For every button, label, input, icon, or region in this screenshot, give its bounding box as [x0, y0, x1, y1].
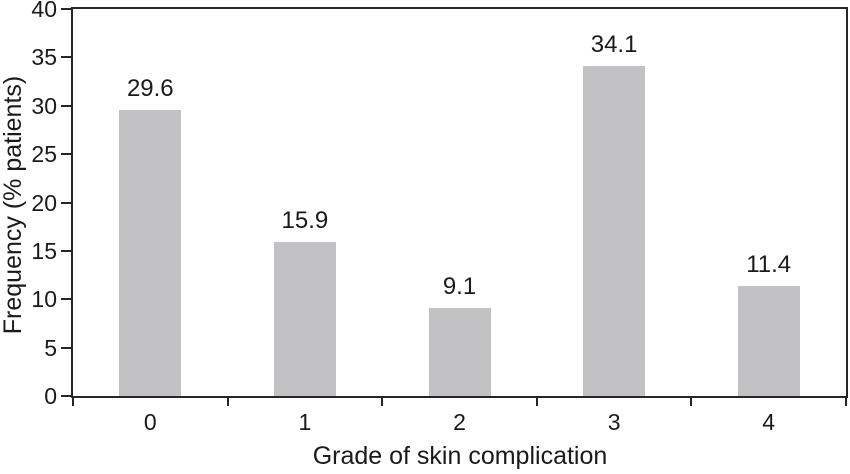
x-tick-mark: [845, 398, 847, 406]
y-tick-label: 20: [31, 189, 57, 216]
y-tick-mark: [61, 153, 71, 156]
bar-value-label: 34.1: [590, 31, 638, 59]
bar-value-label: 9.1: [442, 272, 477, 300]
bar: [737, 285, 800, 396]
bar: [273, 242, 336, 396]
x-category-label: 3: [607, 409, 621, 435]
y-tick-mark: [61, 298, 71, 301]
y-tick-mark: [61, 56, 71, 59]
x-category-label: 4: [762, 409, 776, 435]
y-tick-label: 40: [31, 0, 57, 22]
y-tick-mark: [61, 201, 71, 204]
bar-value-label: 29.6: [126, 74, 174, 102]
bar-value-label: 15.9: [281, 207, 329, 235]
y-tick-mark: [61, 249, 71, 252]
y-tick-mark: [61, 395, 71, 397]
x-axis-title: Grade of skin complication: [312, 442, 608, 470]
y-tick-label: 15: [31, 237, 57, 264]
plot-area: 29.6 15.9 9.1 34.1 11.4: [71, 7, 848, 398]
x-tick-mark: [535, 398, 538, 406]
bar: [583, 66, 646, 396]
x-tick-mark: [690, 398, 693, 406]
x-category-label: 2: [453, 409, 466, 435]
bar: [119, 109, 182, 396]
y-tick-label: 10: [31, 286, 57, 313]
y-tick-mark: [61, 8, 71, 10]
y-tick-mark: [61, 104, 71, 107]
y-tick-label: 5: [44, 334, 57, 361]
x-category-label: 0: [143, 409, 157, 435]
y-tick-label: 30: [31, 92, 57, 119]
x-category-label: 1: [298, 409, 312, 435]
x-tick-mark: [72, 398, 74, 406]
y-tick-label: 0: [44, 383, 57, 409]
y-tick-label: 25: [31, 141, 57, 168]
y-tick-mark: [61, 346, 71, 349]
bar-value-label: 11.4: [746, 250, 792, 278]
x-tick-mark: [381, 398, 384, 406]
bar: [428, 307, 491, 396]
y-tick-label: 35: [31, 44, 57, 71]
x-tick-mark: [226, 398, 229, 406]
